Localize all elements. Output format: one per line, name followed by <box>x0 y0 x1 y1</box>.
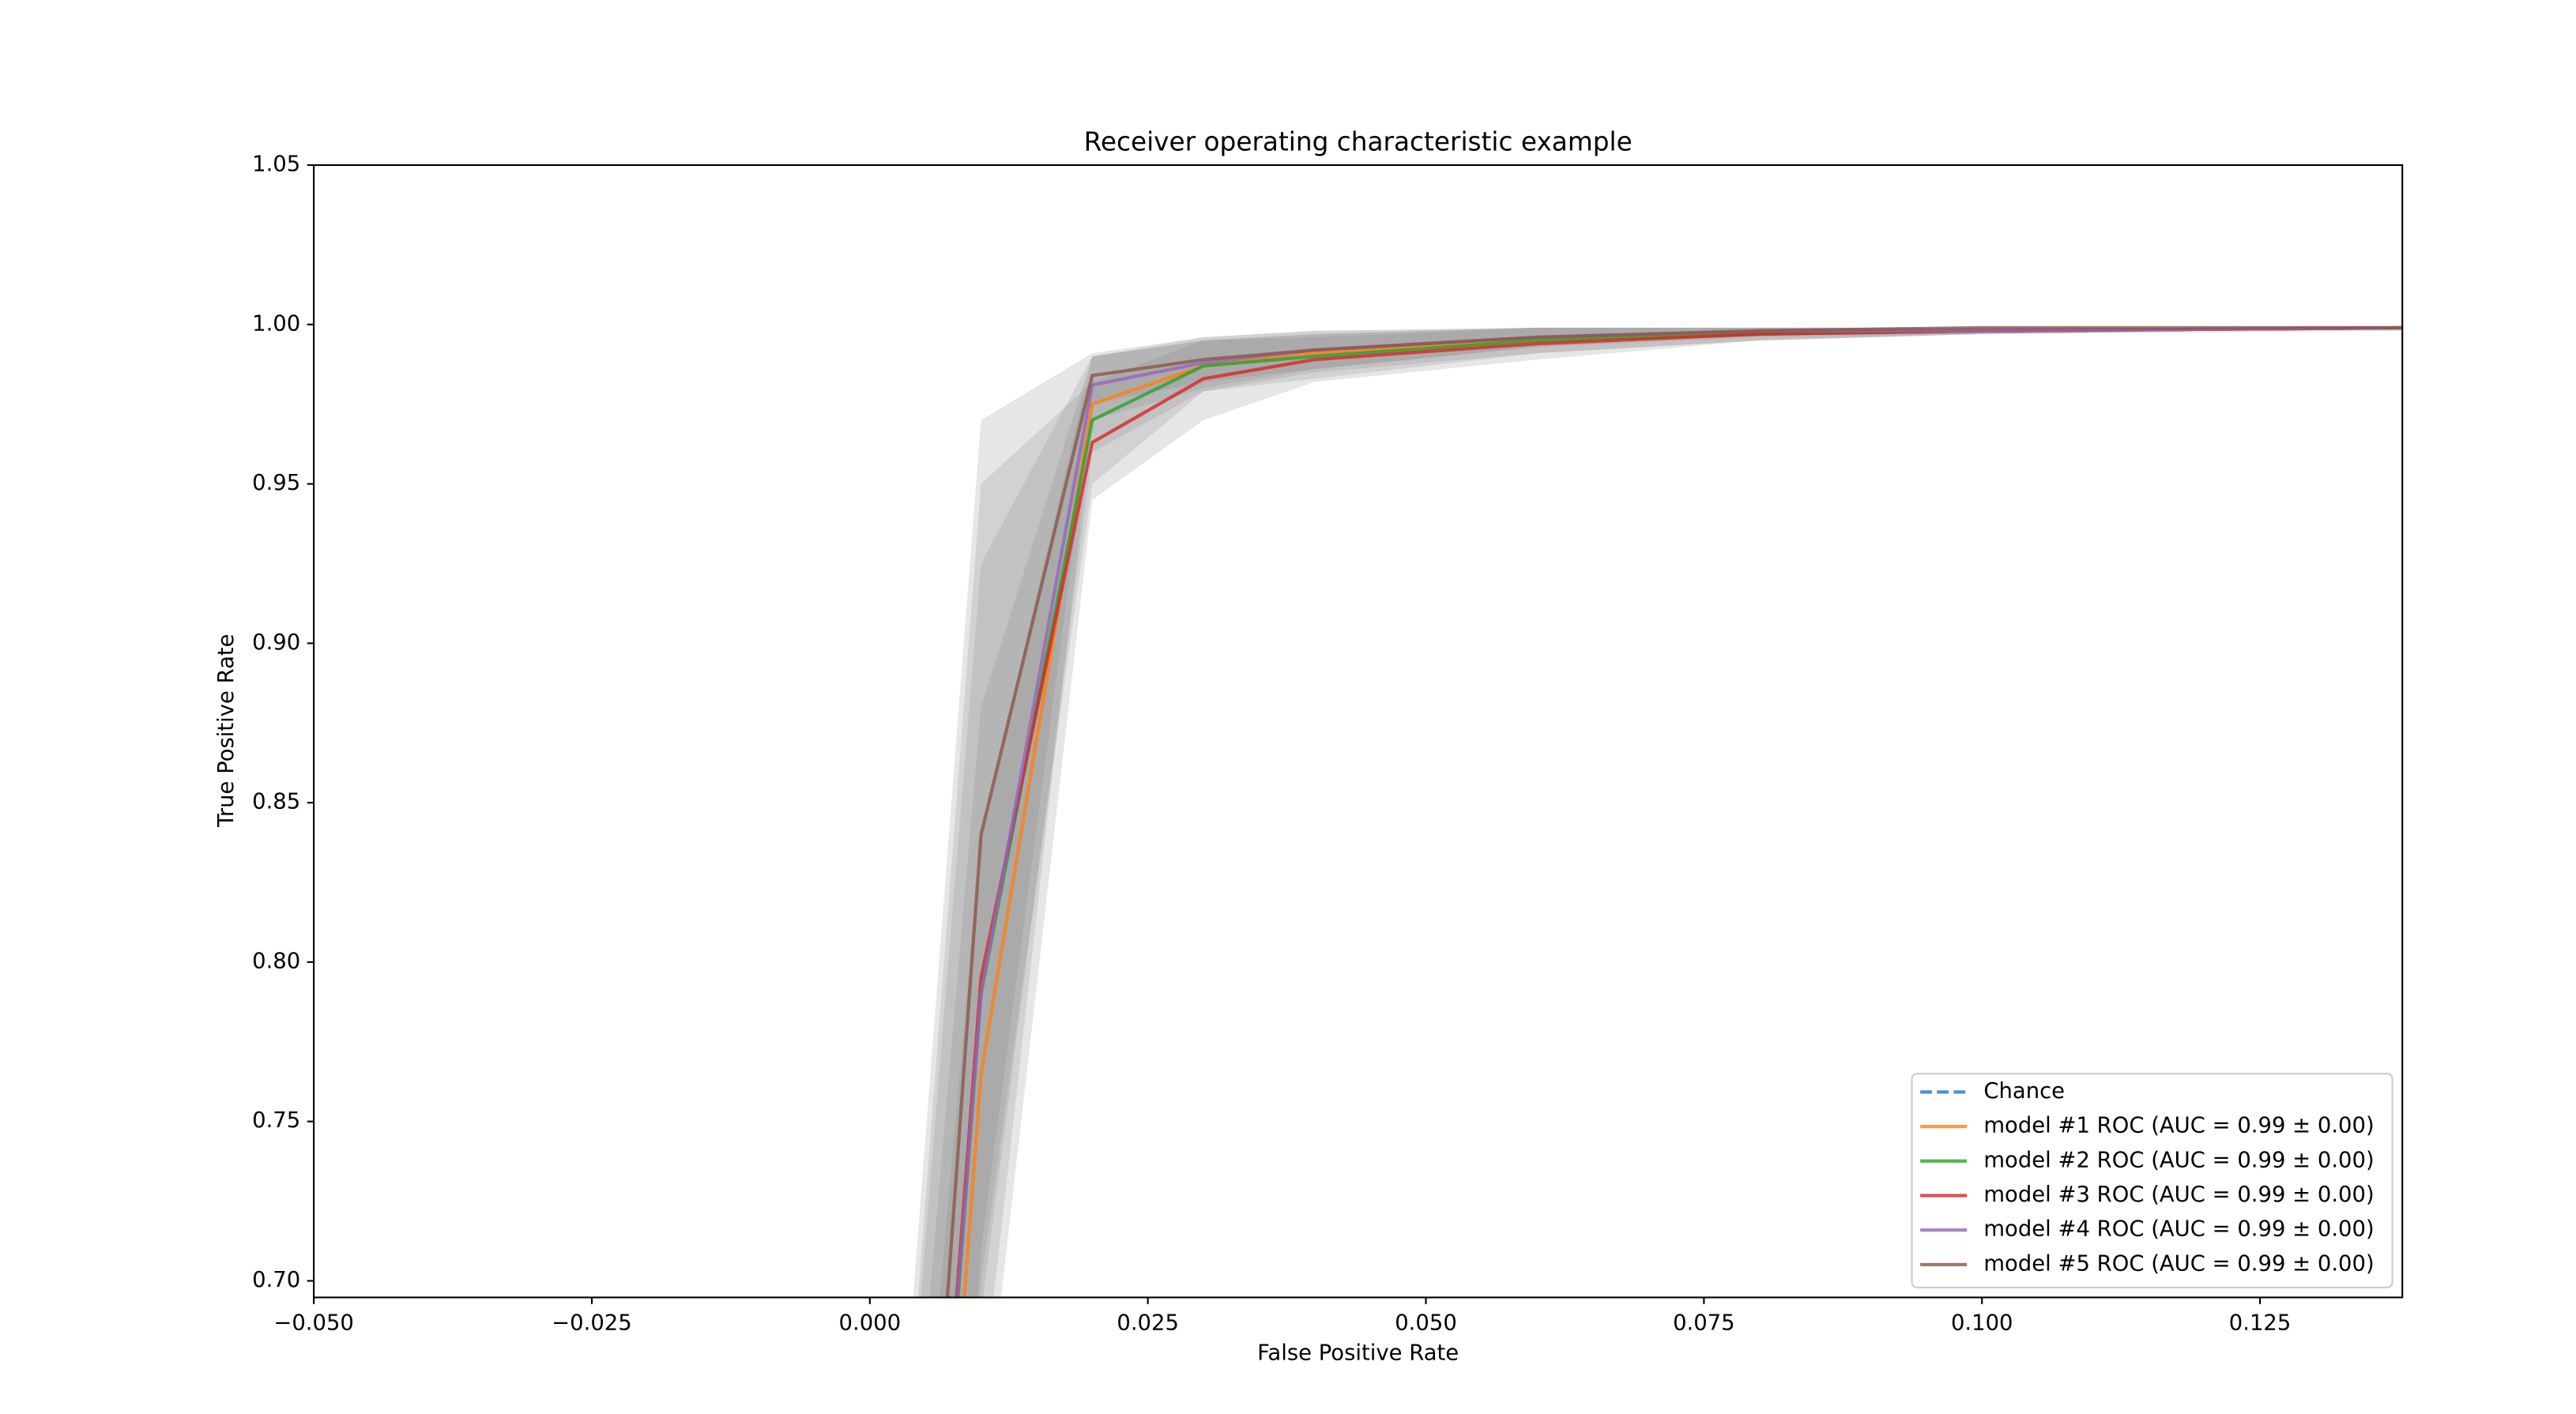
chart-title: Receiver operating characteristic exampl… <box>1084 127 1633 157</box>
axes-frame <box>313 164 2404 1299</box>
y-tick-label: 0.70 <box>252 1268 300 1292</box>
legend-label: Chance <box>1983 1079 2065 1104</box>
y-tick-label: 0.85 <box>252 790 300 814</box>
x-tick-label: 0.075 <box>1673 1311 1735 1336</box>
x-tick-label: −0.025 <box>552 1311 632 1336</box>
legend-label: model #3 ROC (AUC = 0.99 ± 0.00) <box>1983 1183 2374 1207</box>
x-tick-label: 0.025 <box>1117 1311 1179 1336</box>
x-tick-label: −0.050 <box>273 1311 354 1336</box>
y-tick-label: 0.80 <box>252 949 300 973</box>
y-tick-label: 0.90 <box>252 630 300 655</box>
legend-box <box>1911 1073 2393 1288</box>
y-tick-label: 0.95 <box>252 471 300 495</box>
std-band <box>913 327 2403 1298</box>
std-band <box>917 327 2403 1298</box>
x-tick-label: 0.000 <box>839 1311 902 1336</box>
legend-label: model #4 ROC (AUC = 0.99 ± 0.00) <box>1983 1217 2374 1242</box>
x-tick-label: 0.100 <box>1951 1311 2013 1336</box>
legend: Chance model #1 ROC (AUC = 0.99 ± 0.00) mo… <box>1911 1073 2393 1288</box>
y-tick-label: 1.00 <box>252 311 300 336</box>
series-line <box>945 325 2403 1298</box>
legend-label: model #5 ROC (AUC = 0.99 ± 0.00) <box>1983 1251 2374 1276</box>
legend-label: model #1 ROC (AUC = 0.99 ± 0.00) <box>1983 1114 2374 1138</box>
y-tick-label: 0.75 <box>252 1108 300 1133</box>
legend-label: model #2 ROC (AUC = 0.99 ± 0.00) <box>1983 1148 2374 1172</box>
y-tick-label: 1.05 <box>252 152 300 176</box>
std-band <box>929 327 2403 1298</box>
std-band <box>921 327 2403 1298</box>
x-tick-label: 0.050 <box>1395 1311 1457 1336</box>
y-axis-label: True Positive Rate <box>214 634 239 827</box>
x-axis-label: False Positive Rate <box>1257 1341 1459 1366</box>
plot-area <box>913 325 2403 1298</box>
x-tick-label: 0.125 <box>2229 1311 2292 1336</box>
